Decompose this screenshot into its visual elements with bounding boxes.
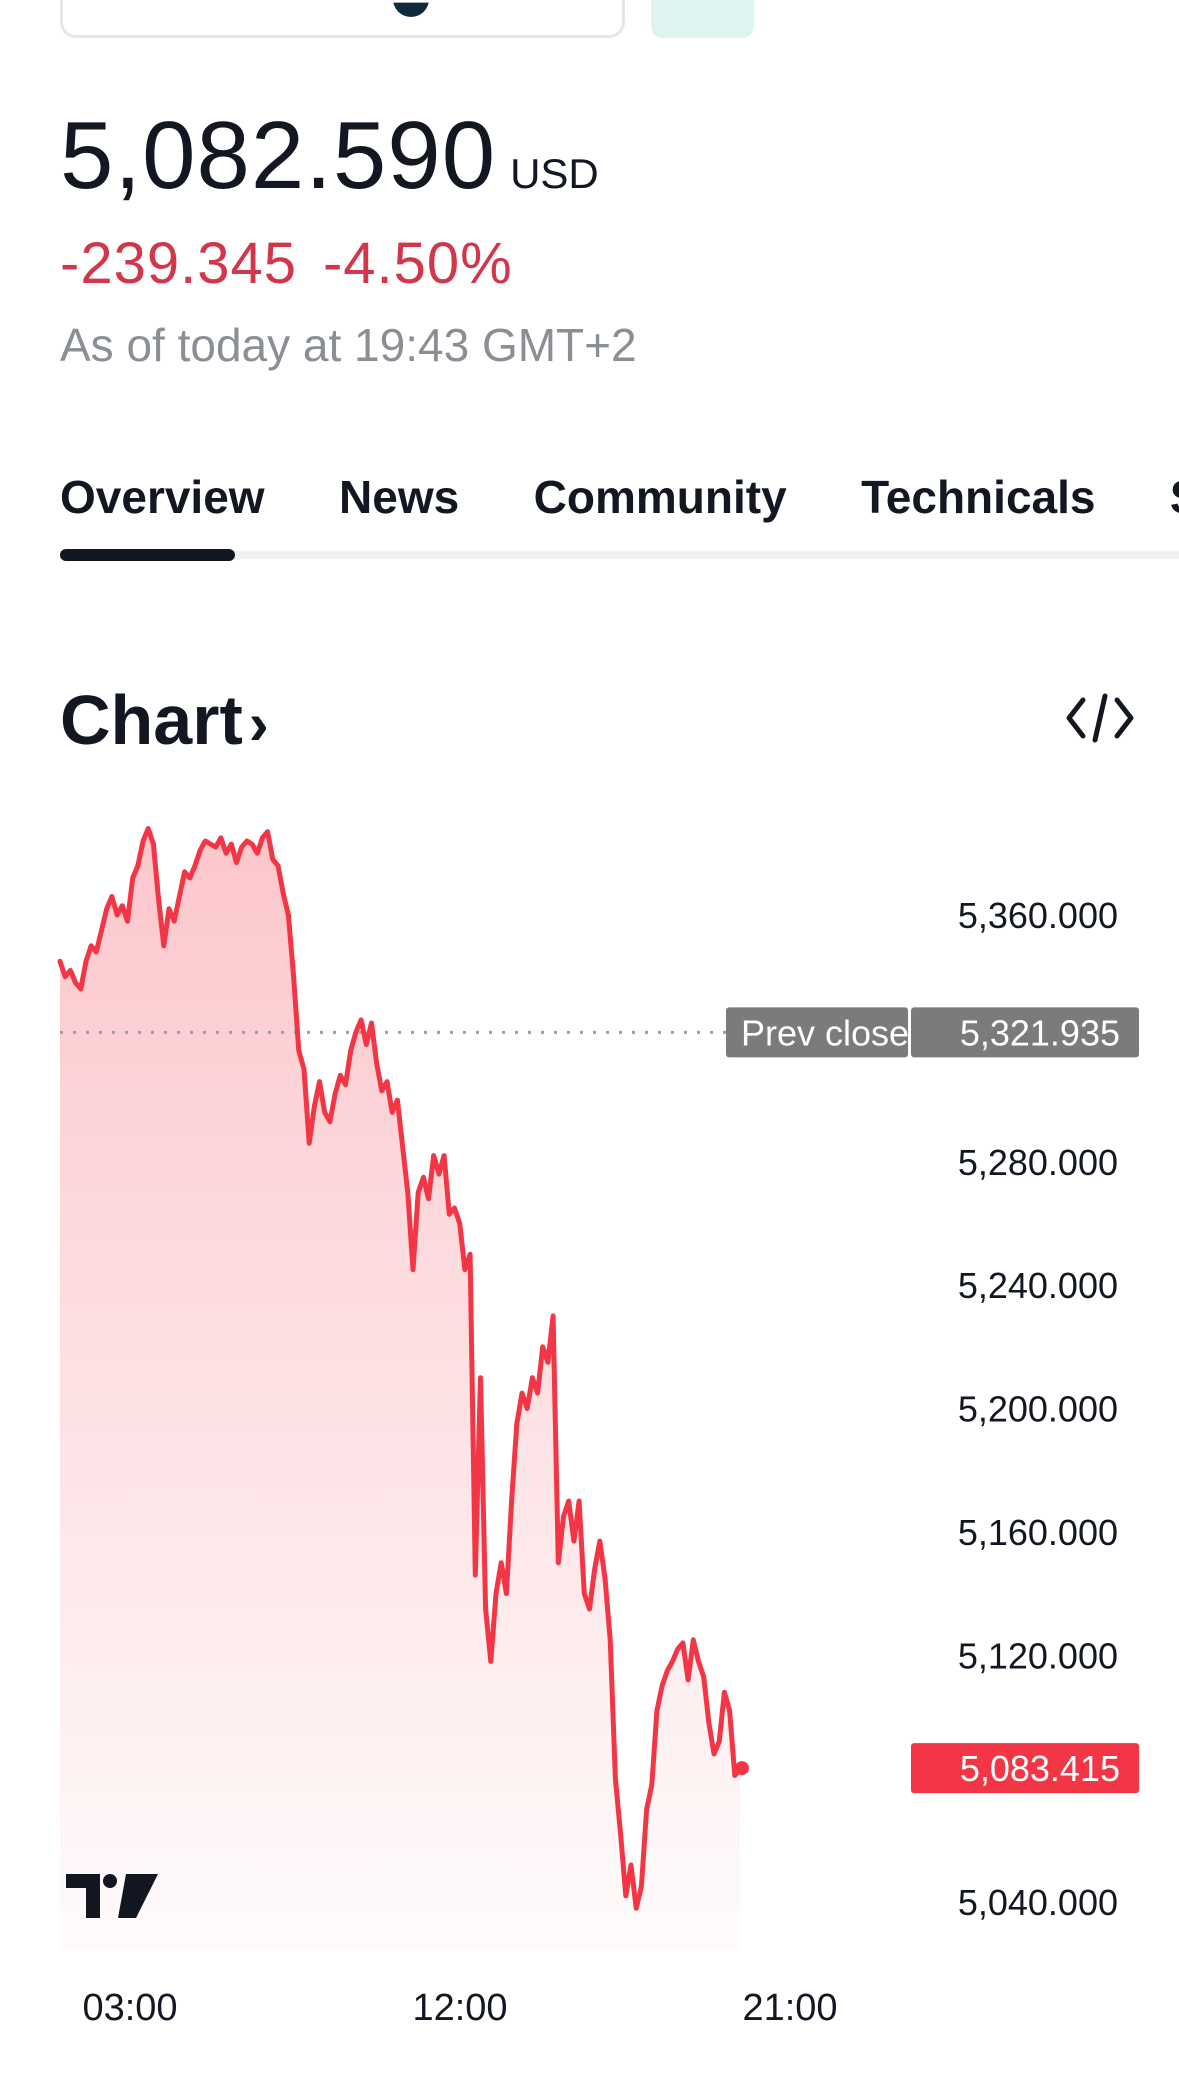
tab-community[interactable]: Community [533, 471, 787, 523]
y-tick-label: 5,280.000 [958, 1142, 1118, 1183]
price-area-fill [60, 828, 740, 1950]
last-price-value: 5,083.415 [960, 1748, 1120, 1789]
tab-technicals[interactable]: Technicals [861, 471, 1096, 523]
tab-seasonals[interactable]: Seasonals [1170, 470, 1179, 524]
tab-overview[interactable]: Overview [60, 471, 265, 523]
tradingview-logo-icon [66, 1874, 158, 1918]
search-field[interactable] [60, 0, 625, 38]
prev-close-badge: Prev close 5,321.935 [726, 1007, 1139, 1058]
chevron-right-icon: › [248, 690, 269, 757]
prev-close-value: 5,321.935 [960, 1012, 1120, 1053]
prev-close-label: Prev close [741, 1012, 909, 1053]
price-change: -239.345 -4.50% [60, 230, 513, 297]
x-tick-label: 12:00 [412, 1987, 507, 2029]
y-tick-label: 5,240.000 [958, 1265, 1118, 1306]
price-line [57, 826, 743, 1911]
change-percent: -4.50% [322, 231, 513, 296]
x-tick-label: 21:00 [742, 1987, 837, 2029]
y-tick-label: 5,360.000 [958, 895, 1118, 936]
avatar-icon [393, 2, 429, 17]
active-tab-indicator [60, 549, 235, 561]
tab-bar: Overview News Community Technicals Seaso… [60, 470, 1179, 550]
y-tick-label: 5,160.000 [958, 1512, 1118, 1553]
price-value: 5,082.590 [60, 102, 497, 209]
action-chip[interactable] [651, 0, 754, 38]
last-price-badge: 5,083.415 [911, 1743, 1139, 1794]
code-embed-icon[interactable] [1065, 690, 1135, 746]
as-of-timestamp: As of today at 19:43 GMT+2 [60, 319, 637, 371]
tab-news[interactable]: News [339, 471, 460, 523]
y-tick-label: 5,120.000 [958, 1635, 1118, 1676]
chart-section-title: Chart [60, 681, 243, 759]
tab-divider [60, 551, 1179, 559]
chart-section-link[interactable]: Chart › [60, 680, 269, 760]
x-tick-label: 03:00 [82, 1987, 177, 2029]
y-tick-label: 5,040.000 [958, 1882, 1118, 1923]
quote-price: 5,082.590 USD [60, 108, 599, 204]
y-axis: 5,360.000 5,280.000 5,240.000 5,200.000 5,16… [958, 895, 1118, 1923]
y-tick-label: 5,200.000 [958, 1389, 1118, 1430]
last-price-dot [735, 1761, 749, 1776]
currency-label: USD [510, 150, 599, 197]
change-value: -239.345 [60, 231, 297, 296]
x-axis: 03:00 12:00 21:00 [82, 1987, 837, 2029]
price-chart[interactable]: 5,360.000 5,280.000 5,240.000 5,200.000 5,16… [0, 820, 1179, 2083]
